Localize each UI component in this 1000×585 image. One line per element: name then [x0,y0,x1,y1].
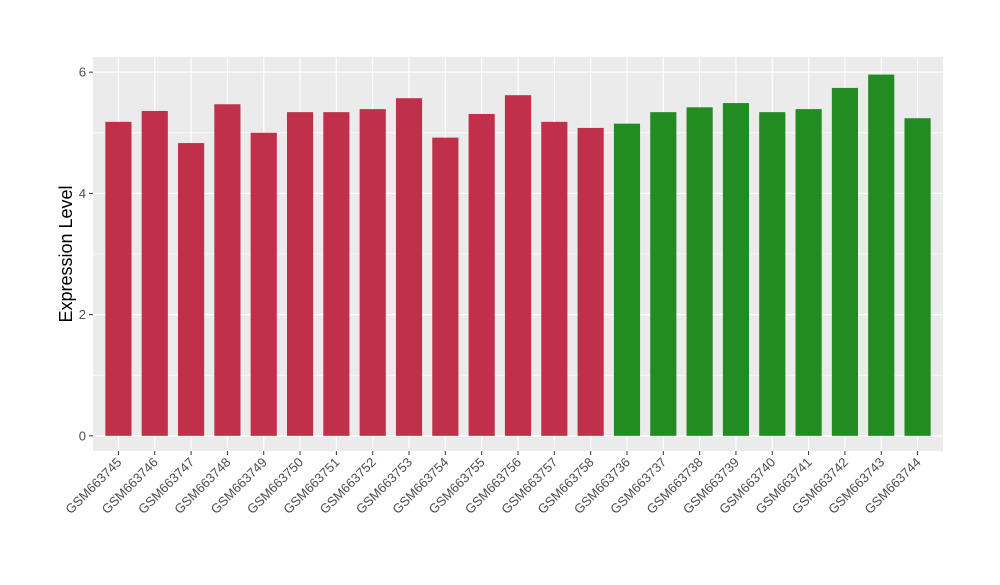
bar-GSM663742 [831,87,858,436]
x-axis: GSM663745GSM663746GSM663747GSM663748GSM6… [62,451,924,517]
y-axis-title: Expression Level [56,185,76,322]
bar-GSM663736 [613,123,641,436]
bar-GSM663746 [141,110,168,436]
bar-GSM663741 [795,109,822,436]
bar-GSM663747 [178,143,205,436]
bar-GSM663754 [432,137,459,436]
bar-GSM663738 [686,107,713,436]
bar-GSM663743 [868,74,895,436]
bar-GSM663750 [286,112,314,436]
bar-GSM663737 [650,112,677,436]
y-tick-label: 0 [79,428,86,443]
y-tick-label: 2 [79,307,86,322]
bar-GSM663744 [904,118,931,436]
y-axis: 0 2 4 6 [79,65,93,443]
y-tick-label: 4 [79,186,86,201]
bar-GSM663756 [504,95,532,436]
bar-GSM663751 [323,112,350,436]
bar-GSM663749 [250,132,277,436]
bar-GSM663740 [759,112,786,436]
bar-GSM663757 [541,121,568,436]
bar-GSM663758 [577,127,604,436]
bar-GSM663745 [105,121,132,436]
bar-GSM663748 [214,104,241,436]
bars [105,74,931,436]
bar-GSM663755 [468,113,495,436]
y-tick-label: 6 [79,65,86,80]
bar-GSM663739 [722,103,750,436]
bar-GSM663752 [359,109,386,436]
bar-GSM663753 [395,98,423,436]
